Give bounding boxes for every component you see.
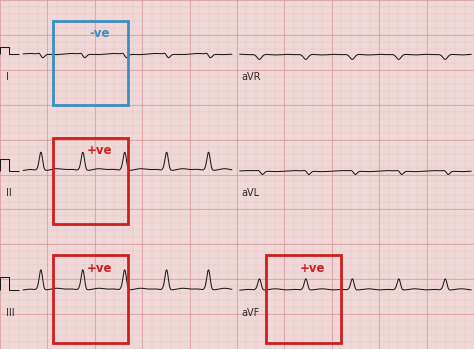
Text: +ve: +ve xyxy=(87,262,112,275)
Text: II: II xyxy=(6,188,11,199)
Text: -ve: -ve xyxy=(89,27,110,40)
Bar xyxy=(53,138,128,224)
Text: III: III xyxy=(6,308,14,318)
Text: aVF: aVF xyxy=(242,308,260,318)
Text: aVR: aVR xyxy=(242,72,261,82)
Bar xyxy=(266,255,341,343)
Text: +ve: +ve xyxy=(300,262,326,275)
Text: +ve: +ve xyxy=(87,144,112,157)
Text: I: I xyxy=(6,72,9,82)
Bar xyxy=(53,255,128,343)
Text: aVL: aVL xyxy=(242,188,260,199)
Bar xyxy=(53,21,128,105)
